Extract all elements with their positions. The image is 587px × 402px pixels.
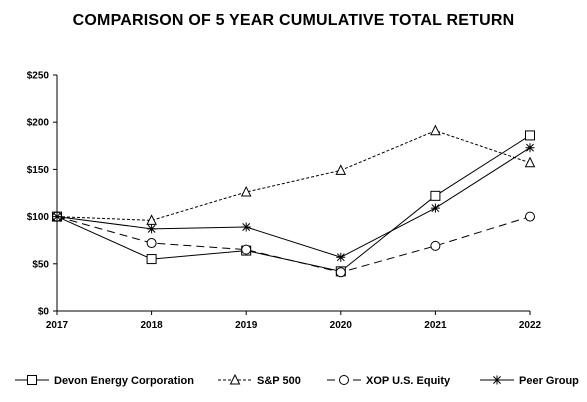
- x-tick-label: 2017: [46, 320, 69, 331]
- data-point: [241, 222, 251, 232]
- series-line: [56, 130, 531, 221]
- data-point: [336, 252, 346, 262]
- data-point: [525, 143, 535, 153]
- legend-marker: [27, 375, 37, 385]
- x-tick-label: 2022: [519, 320, 542, 331]
- legend-item: S&P 500: [218, 373, 301, 387]
- data-point: [146, 254, 157, 265]
- series-line: [56, 134, 531, 272]
- series-s-p-500: [51, 124, 536, 225]
- series-line: [56, 216, 531, 273]
- legend-item: Devon Energy Corporation: [15, 375, 194, 387]
- data-point: [524, 156, 536, 168]
- y-tick-label: $50: [32, 259, 49, 270]
- data-point: [335, 267, 346, 278]
- y-tick-label: $0: [38, 307, 50, 318]
- data-point: [430, 124, 441, 136]
- x-tick-label: 2018: [140, 320, 163, 331]
- data-point: [525, 130, 535, 141]
- data-point: [146, 238, 157, 249]
- chart-title: COMPARISON OF 5 YEAR CUMULATIVE TOTAL RE…: [72, 12, 515, 29]
- series-xop-u-s-equity: [52, 211, 535, 278]
- data-point: [241, 244, 252, 255]
- data-point: [430, 203, 440, 213]
- series-peer-group: [52, 143, 535, 262]
- series-line: [56, 147, 531, 258]
- x-tick-label: 2020: [330, 320, 353, 331]
- series-devon-energy-corporation: [52, 130, 535, 277]
- y-tick-label: $100: [27, 212, 50, 223]
- legend-label: Devon Energy Corporation: [54, 375, 194, 387]
- legend-label: XOP U.S. Equity: [366, 375, 451, 387]
- legend-marker: [339, 375, 349, 385]
- y-tick-label: $200: [27, 118, 50, 129]
- data-point: [430, 240, 441, 251]
- legend-item: Peer Group: [480, 375, 579, 387]
- x-tick-label: 2019: [235, 320, 258, 331]
- legend-item: XOP U.S. Equity: [327, 375, 451, 387]
- data-point: [525, 211, 535, 222]
- data-point: [147, 224, 157, 234]
- y-tick-label: $150: [27, 165, 50, 176]
- x-tick-label: 2021: [424, 320, 447, 331]
- y-tick-label: $250: [27, 71, 50, 82]
- legend-marker: [492, 375, 502, 385]
- legend-label: S&P 500: [257, 375, 301, 387]
- data-point: [240, 185, 252, 197]
- data-point: [430, 190, 441, 201]
- data-point: [52, 212, 62, 222]
- legend-label: Peer Group: [519, 375, 579, 387]
- legend-marker: [229, 373, 241, 385]
- data-point: [335, 164, 347, 175]
